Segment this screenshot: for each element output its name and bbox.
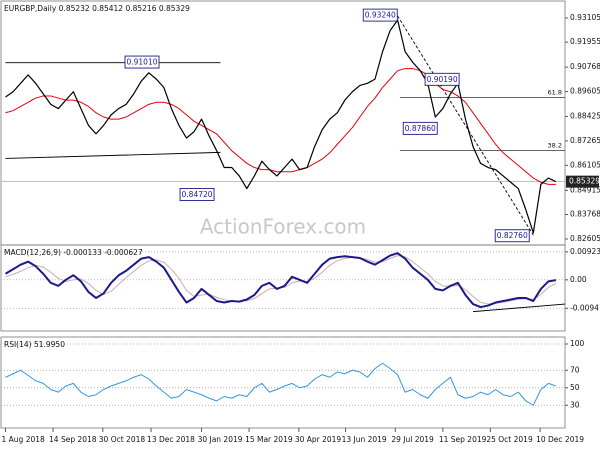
watermark: ActionForex.com	[200, 215, 366, 239]
y-tick-label: 0.90768	[570, 62, 600, 71]
y-tick-label: -0.009413	[570, 303, 600, 312]
level-label: 38.2	[548, 141, 562, 149]
x-tick-label: 30 Oct 2018	[99, 435, 146, 444]
y-tick-label: 0.93105	[570, 13, 600, 22]
series-line	[5, 19, 557, 234]
y-tick-label: 0.00	[570, 275, 587, 284]
y-tick-label: 0.88425	[570, 111, 600, 120]
annotation-box	[124, 55, 160, 69]
level-label: 61.8	[548, 89, 562, 97]
panel-title: RSI(14) 51.9950	[4, 340, 65, 349]
y-tick-label: 30	[570, 400, 580, 409]
annotation-label: 0.91010	[126, 58, 157, 67]
x-tick-label: 1 Aug 2018	[2, 435, 45, 444]
panel-title: EURGBP,Daily 0.85232 0.85412 0.85216 0.8…	[4, 4, 190, 13]
x-tick-label: 29 Jul 2019	[391, 435, 434, 444]
x-tick-label: 13 Jun 2019	[342, 435, 387, 444]
x-tick-label: 30 Jan 2019	[198, 435, 243, 444]
y-tick-label: 0.86105	[570, 160, 600, 169]
x-tick-label: 14 Sep 2018	[49, 435, 97, 444]
last-price-label: 0.85329	[569, 177, 600, 186]
trendline	[472, 303, 566, 313]
panel-title: MACD(12,26,9) -0.000133 -0.000627	[4, 248, 143, 257]
y-tick-label: 0.89605	[570, 87, 600, 96]
y-tick-label: 70	[570, 365, 580, 374]
y-tick-label: 50	[570, 383, 580, 392]
y-tick-label: 100	[570, 339, 585, 348]
annotation-label: 0.93240	[365, 11, 396, 20]
last-price-box	[566, 175, 599, 188]
series-line	[5, 362, 557, 406]
annotation-label: 0.84720	[182, 190, 213, 199]
x-tick-label: 13 Dec 2018	[147, 435, 195, 444]
y-tick-label: 0.84915	[570, 185, 600, 194]
x-tick-label: 11 Sep 2019	[439, 435, 487, 444]
annotation-label: 0.82760	[497, 231, 528, 240]
y-tick-label: 0.91955	[570, 37, 600, 46]
panel-frame	[0, 336, 566, 429]
annotation-box	[424, 72, 460, 86]
series-line	[5, 252, 557, 309]
trendline	[5, 151, 221, 159]
y-tick-label: 0.83768	[570, 210, 600, 219]
annotation-box	[362, 8, 398, 22]
y-tick-label: 0.009237	[570, 247, 600, 256]
y-tick-label: 0.82605	[570, 234, 600, 243]
x-tick-label: 10 Dec 2019	[536, 435, 584, 444]
annotation-box	[402, 121, 438, 135]
annotation-label: 0.87860	[405, 124, 436, 133]
x-tick-label: 15 Mar 2019	[245, 435, 293, 444]
annotation-box	[179, 188, 215, 201]
x-tick-label: 25 Oct 2019	[486, 435, 533, 444]
panel-frame	[0, 244, 566, 332]
y-tick-label: 0.87265	[570, 136, 600, 145]
trendline	[397, 15, 534, 236]
x-tick-label: 30 Apr 2019	[295, 435, 342, 444]
annotation-box	[494, 229, 530, 243]
annotation-label: 0.90190	[427, 75, 458, 84]
